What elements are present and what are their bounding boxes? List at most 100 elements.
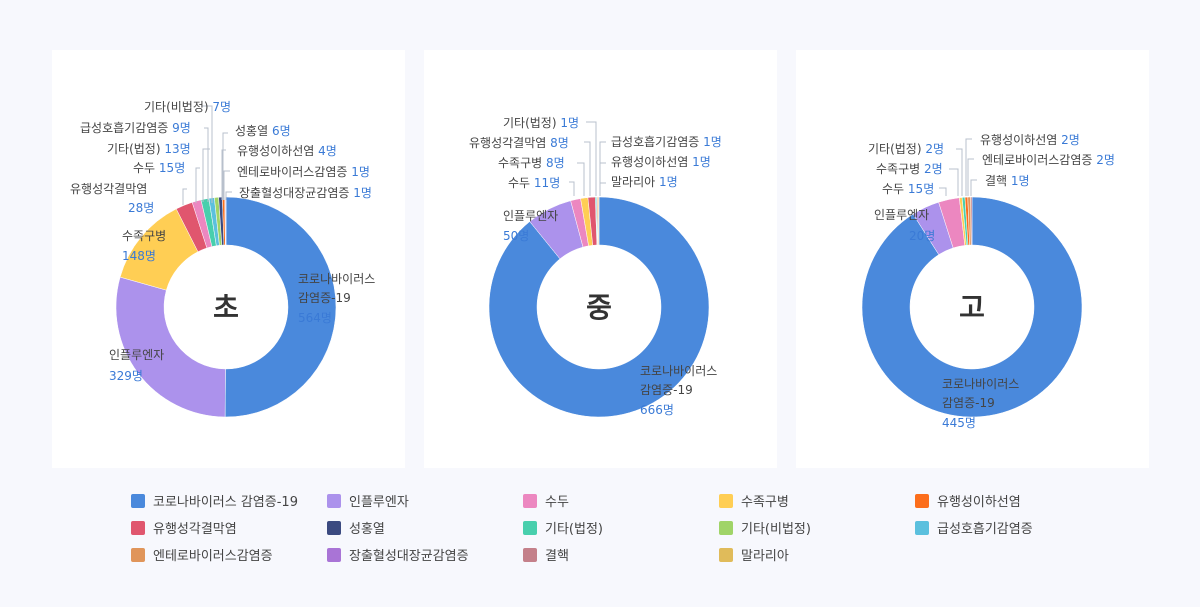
chart-card-high: 기타(법정) 2명 수족구병 2명 수두 15명 유행성이하선염 2명 엔테로바… bbox=[796, 50, 1149, 468]
donut-slices bbox=[488, 196, 710, 418]
label-name: 기타(비법정) 7명 bbox=[144, 100, 231, 114]
legend-item[interactable]: 급성호흡기감염증 bbox=[915, 518, 1111, 537]
legend-swatch-icon bbox=[131, 547, 145, 562]
legend-item[interactable]: 엔테로바이러스감염증 bbox=[131, 545, 327, 564]
label-name: 엔테로바이러스감염증 2명 bbox=[982, 153, 1115, 167]
donut-slice[interactable] bbox=[225, 196, 227, 246]
legend-swatch-icon bbox=[719, 493, 733, 508]
label-name: 유행성각결막염 8명 bbox=[469, 135, 569, 150]
donut-slice[interactable] bbox=[597, 196, 600, 246]
legend-label: 인플루엔자 bbox=[349, 495, 409, 510]
legend-item[interactable]: 기타(비법정) bbox=[719, 518, 915, 537]
legend-swatch-icon bbox=[327, 547, 341, 562]
legend-label: 결핵 bbox=[545, 549, 569, 564]
center-label: 초 bbox=[213, 291, 239, 324]
label-value: 20명 bbox=[909, 229, 935, 243]
legend-label: 수두 bbox=[545, 495, 569, 510]
label-name: 급성호흡기감염증 1명 bbox=[611, 135, 722, 149]
legend-swatch-icon bbox=[719, 547, 733, 562]
label-name: 감염증-19 bbox=[640, 383, 693, 397]
legend-swatch-icon bbox=[523, 493, 537, 508]
legend-item[interactable]: 성홍열 bbox=[327, 518, 523, 537]
legend-swatch-icon bbox=[915, 493, 929, 508]
donut-chart-high: 기타(법정) 2명 수족구병 2명 수두 15명 유행성이하선염 2명 엔테로바… bbox=[861, 132, 1115, 430]
legend-item[interactable]: 기타(법정) bbox=[523, 518, 719, 537]
center-label: 고 bbox=[959, 291, 985, 324]
legend-item[interactable]: 결핵 bbox=[523, 545, 719, 564]
legend-swatch-icon bbox=[915, 520, 929, 535]
label-name: 수족구병 2명 bbox=[876, 162, 943, 176]
legend-item[interactable]: 수두 bbox=[523, 491, 719, 510]
legend-swatch-icon bbox=[523, 520, 537, 535]
donut-slice[interactable] bbox=[861, 196, 1083, 418]
label-name: 기타(법정) 1명 bbox=[503, 116, 579, 130]
label-value: 445명 bbox=[942, 416, 976, 430]
center-label: 중 bbox=[586, 291, 612, 324]
label-value: 564명 bbox=[298, 311, 332, 325]
legend-swatch-icon bbox=[719, 520, 733, 535]
label-name: 유행성이하선염 2명 bbox=[980, 132, 1080, 147]
legend-item[interactable]: 장출혈성대장균감염증 bbox=[327, 545, 523, 564]
legend-item[interactable]: 수족구병 bbox=[719, 491, 915, 510]
legend-item[interactable]: 유행성각결막염 bbox=[131, 518, 327, 537]
label-name: 성홍열 6명 bbox=[235, 124, 291, 138]
legend-swatch-icon bbox=[327, 493, 341, 508]
label-name: 인플루엔자 bbox=[503, 209, 558, 223]
label-name: 말라리아 1명 bbox=[611, 175, 678, 189]
label-value: 50명 bbox=[503, 229, 529, 243]
label-name: 유행성이하선염 4명 bbox=[237, 143, 337, 158]
legend-item[interactable]: 인플루엔자 bbox=[327, 491, 523, 510]
donut-slice[interactable] bbox=[115, 276, 226, 418]
label-name: 수족구병 8명 bbox=[498, 156, 565, 170]
donut-slice[interactable] bbox=[224, 196, 337, 418]
label-value: 666명 bbox=[640, 403, 674, 417]
donut-slice[interactable] bbox=[970, 196, 973, 246]
legend-swatch-icon bbox=[523, 547, 537, 562]
label-name: 수두 15명 bbox=[882, 182, 934, 196]
legend-label: 장출혈성대장균감염증 bbox=[349, 549, 469, 564]
legend-label: 유행성각결막염 bbox=[153, 522, 237, 537]
label-name: 수두 15명 bbox=[133, 161, 185, 175]
legend-label: 수족구병 bbox=[741, 495, 789, 510]
label-name: 감염증-19 bbox=[298, 291, 351, 305]
label-name: 결핵 1명 bbox=[985, 174, 1030, 188]
donut-slices bbox=[861, 196, 1083, 418]
legend-item[interactable]: 코로나바이러스 감염증-19 bbox=[131, 491, 327, 510]
donut-chart-elementary: 기타(비법정) 7명 급성호흡기감염증 9명 기타(법정) 13명 수두 15명… bbox=[70, 100, 375, 418]
label-name: 수두 11명 bbox=[508, 176, 560, 190]
label-name: 수족구병 bbox=[122, 229, 166, 243]
label-name: 급성호흡기감염증 9명 bbox=[80, 121, 191, 135]
label-name: 장출혈성대장균감염증 1명 bbox=[239, 186, 372, 200]
legend-label: 기타(법정) bbox=[545, 522, 603, 537]
label-name: 유행성각결막염 bbox=[70, 181, 147, 196]
legend-label: 유행성이하선염 bbox=[937, 495, 1021, 510]
label-name: 엔테로바이러스감염증 1명 bbox=[237, 165, 370, 179]
donut-slices bbox=[115, 196, 337, 418]
legend-label: 성홍열 bbox=[349, 522, 385, 537]
chart-card-middle: 기타(법정) 1명 유행성각결막염 8명 수족구병 8명 수두 11명 급성호흡… bbox=[424, 50, 777, 468]
label-name: 코로나바이러스 bbox=[942, 377, 1019, 391]
legend-swatch-icon bbox=[327, 520, 341, 535]
leader-lines bbox=[182, 105, 232, 205]
label-name: 유행성이하선염 1명 bbox=[611, 154, 711, 169]
label-name: 인플루엔자 bbox=[109, 348, 164, 362]
label-name: 인플루엔자 bbox=[874, 208, 929, 222]
label-name: 감염증-19 bbox=[942, 396, 995, 410]
label-name: 코로나바이러스 bbox=[640, 364, 717, 378]
legend-label: 코로나바이러스 감염증-19 bbox=[153, 495, 298, 510]
label-value: 148명 bbox=[122, 249, 156, 263]
label-name: 코로나바이러스 bbox=[298, 272, 375, 286]
label-value: 329명 bbox=[109, 369, 143, 383]
label-value: 28명 bbox=[128, 201, 154, 215]
legend-label: 급성호흡기감염증 bbox=[937, 522, 1033, 537]
legend-label: 엔테로바이러스감염증 bbox=[153, 549, 273, 564]
legend-label: 말라리아 bbox=[741, 549, 789, 564]
legend-item[interactable]: 유행성이하선염 bbox=[915, 491, 1111, 510]
legend-item[interactable]: 말라리아 bbox=[719, 545, 915, 564]
legend-swatch-icon bbox=[131, 493, 145, 508]
label-name: 기타(법정) 2명 bbox=[868, 142, 944, 156]
donut-chart-middle: 기타(법정) 1명 유행성각결막염 8명 수족구병 8명 수두 11명 급성호흡… bbox=[469, 116, 722, 418]
leader-lines bbox=[939, 138, 977, 196]
donut-slice[interactable] bbox=[488, 196, 710, 418]
